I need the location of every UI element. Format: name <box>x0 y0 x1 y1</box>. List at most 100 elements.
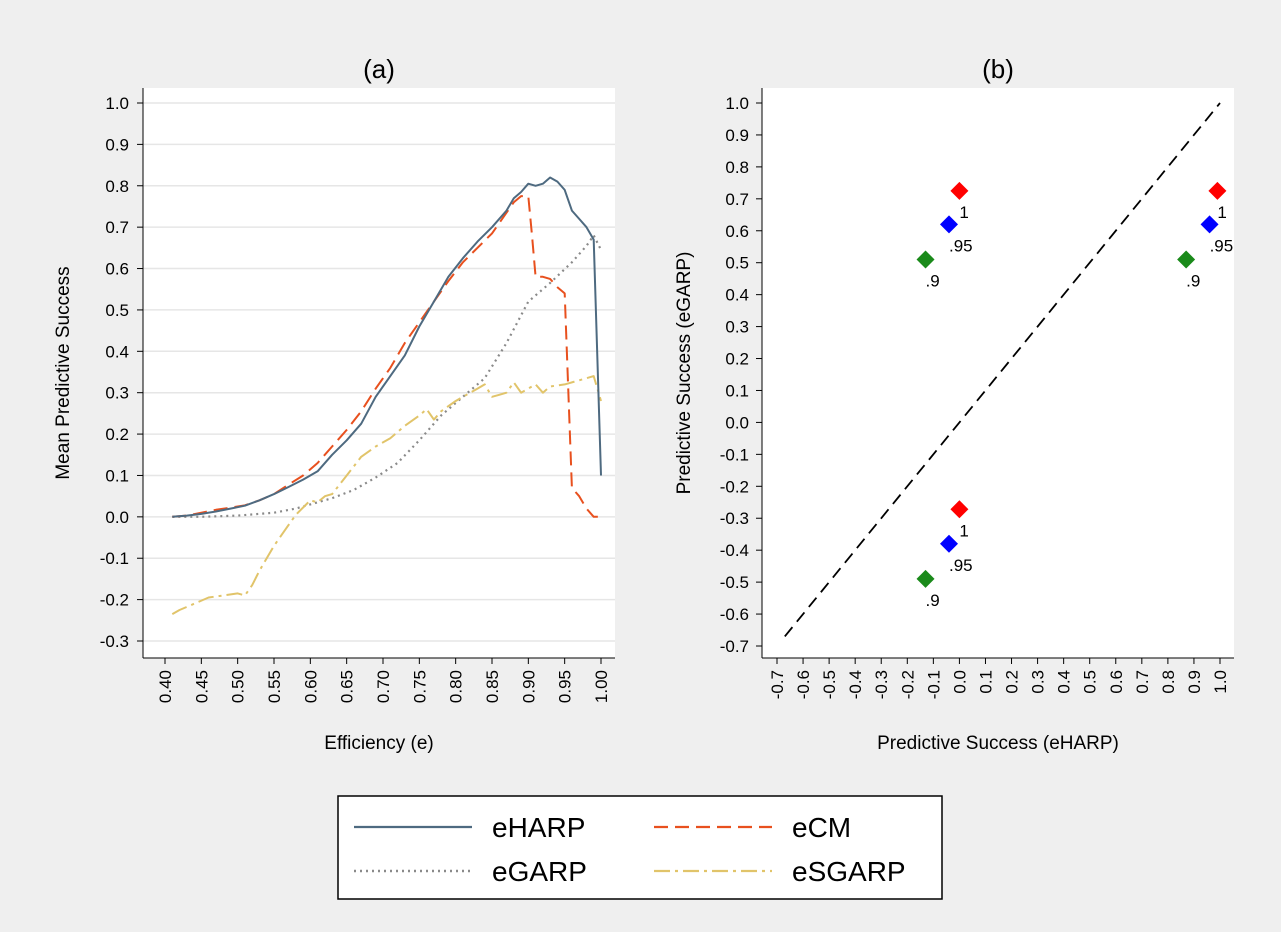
panel-a-y-tick-label: 0.7 <box>105 218 129 237</box>
panel-b-x-tick-label: 1.0 <box>1211 670 1230 694</box>
panel-a-y-tick-label: -0.3 <box>100 632 129 651</box>
panel-b-y-tick-label: -0.5 <box>720 573 749 592</box>
panel-b-y-tick-label: -0.6 <box>720 605 749 624</box>
panel-a-x-tick-label: 0.80 <box>447 670 466 703</box>
scatter-point-label: .95 <box>949 556 973 575</box>
legend-label-eharp: eHARP <box>492 812 585 843</box>
legend-box <box>337 795 943 900</box>
panel-b-x-tick-label: 0.9 <box>1185 670 1204 694</box>
scatter-point-label: 1 <box>1217 203 1226 222</box>
panel-b-y-tick-label: -0.7 <box>720 637 749 656</box>
panel-b-points: 1 .95 .9 1 .95 .9 1 .95 .9 <box>916 181 1234 610</box>
panel-a-gridlines <box>143 102 615 642</box>
legend-label-ecm: eCM <box>792 812 851 843</box>
panel-b-y-tick-label: 0.0 <box>725 413 749 432</box>
panel-b-x-tick-label: -0.3 <box>872 670 891 699</box>
panel-a-x-tick-label: 0.95 <box>556 670 575 703</box>
scatter-point-label: 1 <box>959 521 968 540</box>
scatter-point <box>1177 250 1196 269</box>
scatter-point <box>939 534 958 553</box>
panel-a-y-tick-label: 0.1 <box>105 466 129 485</box>
panel-b-x-tick-label: -0.6 <box>794 670 813 699</box>
panel-a-series <box>171 176 602 615</box>
series-line-esgarp <box>171 375 602 615</box>
panel-a-title: (a) <box>363 54 395 84</box>
panel-a-y-tick-label: -0.1 <box>100 549 129 568</box>
scatter-point-label: .9 <box>926 272 940 291</box>
panel-a-y-tick-label: 0.8 <box>105 177 129 196</box>
scatter-point <box>916 250 935 269</box>
panel-b-title: (b) <box>982 54 1014 84</box>
scatter-point-label: .95 <box>1210 236 1234 255</box>
panel-a-x-tick-label: 0.85 <box>483 670 502 703</box>
scatter-point-label: 1 <box>959 203 968 222</box>
legend-label-egarp: eGARP <box>492 856 587 887</box>
panel-b-x-axis-title: Predictive Success (eHARP) <box>877 733 1119 754</box>
panel-b-x-tick-label: 0.4 <box>1055 670 1074 694</box>
panel-b-y-tick-label: 0.4 <box>725 286 749 305</box>
panel-a-y-tick-label: 0.0 <box>105 508 129 527</box>
panel-a-axes: -0.3-0.2-0.10.00.10.20.30.40.50.60.70.80… <box>100 88 615 703</box>
panel-b-y-tick-label: 0.5 <box>725 254 749 273</box>
panel-b-scatter-chart: (b) -0.7 -0.6 -0.5 -0.4 -0.3 -0.2 -0.1 0.0 0.1 0.… <box>674 54 1234 754</box>
panel-b-y-tick-label: 0.6 <box>725 222 749 241</box>
panel-b-y-tick-label: 0.8 <box>725 158 749 177</box>
panel-b-y-tick-label: 0.3 <box>725 318 749 337</box>
panel-b-y-tick-label: 1.0 <box>725 94 749 113</box>
panel-b-y-tick-label: 0.2 <box>725 350 749 369</box>
panel-b-x-tick-label: 0.2 <box>1003 670 1022 694</box>
scatter-point-label: .95 <box>949 236 973 255</box>
panel-a-y-tick-label: 1.0 <box>105 94 129 113</box>
panel-b-y-tick-label: -0.4 <box>720 541 749 560</box>
panel-a-x-tick-label: 0.40 <box>156 670 175 703</box>
panel-a-y-tick-label: 0.4 <box>105 342 129 361</box>
panel-b-x-tick-label: -0.4 <box>846 670 865 699</box>
scatter-point <box>1208 181 1227 200</box>
panel-b-y-tick-label: 0.7 <box>725 190 749 209</box>
panel-a-x-tick-label: 0.45 <box>192 670 211 703</box>
panel-b-y-tick-label: -0.3 <box>720 509 749 528</box>
panel-b-reference-line <box>784 102 1221 637</box>
panel-a-y-tick-label: 0.3 <box>105 384 129 403</box>
series-line-egarp <box>172 234 602 518</box>
panel-b-x-tick-label: 0.0 <box>950 670 969 694</box>
panel-b-y-axis-title: Predictive Success (eGARP) <box>674 252 695 495</box>
scatter-point <box>916 569 935 588</box>
panel-a-plot-background <box>143 88 615 658</box>
panel-a-x-tick-label: 0.65 <box>338 670 357 703</box>
scatter-point <box>1200 215 1219 234</box>
panel-a-x-tick-label: 0.60 <box>301 670 320 703</box>
panel-b-x-tick-label: 0.7 <box>1133 670 1152 694</box>
scatter-point <box>950 181 969 200</box>
panel-a-y-tick-label: 0.5 <box>105 301 129 320</box>
panel-b-x-tick-label: -0.7 <box>768 670 787 699</box>
legend: eHARP eCM eGARP eSGARP <box>337 795 943 900</box>
panel-b-y-tick-label: -0.2 <box>720 477 749 496</box>
panel-a-x-tick-label: 0.70 <box>374 670 393 703</box>
panel-a-x-axis-title: Efficiency (e) <box>324 733 433 754</box>
panel-a-y-tick-label: 0.9 <box>105 135 129 154</box>
panel-a-y-tick-label: 0.6 <box>105 260 129 279</box>
panel-a-x-tick-label: 0.55 <box>265 670 284 703</box>
panel-b-x-tick-label: 0.6 <box>1107 670 1126 694</box>
scatter-point <box>939 215 958 234</box>
panel-a-line-chart: (a) -0.3 -0.2 -0.1 0.0 0.1 0.2 0.3 0.4 0.5 0.6 0.7… <box>53 54 615 754</box>
panel-b-y-tick-label: 0.9 <box>725 126 749 145</box>
panel-a-x-tick-label: 1.00 <box>592 670 611 703</box>
panel-a-x-tick-label: 0.90 <box>519 670 538 703</box>
legend-label-esgarp: eSGARP <box>792 856 906 887</box>
panel-b-x-tick-label: 0.5 <box>1081 670 1100 694</box>
series-line-eharp <box>172 176 602 518</box>
panel-b-x-tick-label: -0.2 <box>898 670 917 699</box>
panel-a-x-tick-label: 0.50 <box>229 670 248 703</box>
panel-b-plot-background <box>762 88 1234 658</box>
panel-b-axes: -0.7 -0.6 -0.5 -0.4 -0.3 -0.2 -0.1 0.0 0.1 0.2 0.3… <box>720 88 1234 699</box>
panel-a-y-tick-label: -0.2 <box>100 591 129 610</box>
panel-a-y-tick-label: 0.2 <box>105 425 129 444</box>
scatter-point-label: .9 <box>926 591 940 610</box>
diagonal-reference-line <box>784 102 1221 637</box>
scatter-point-label: .9 <box>1186 272 1200 291</box>
panel-a-x-tick-label: 0.75 <box>410 670 429 703</box>
panel-b-x-tick-label: 0.1 <box>976 670 995 694</box>
panel-a-y-axis-title: Mean Predictive Success <box>53 266 74 479</box>
